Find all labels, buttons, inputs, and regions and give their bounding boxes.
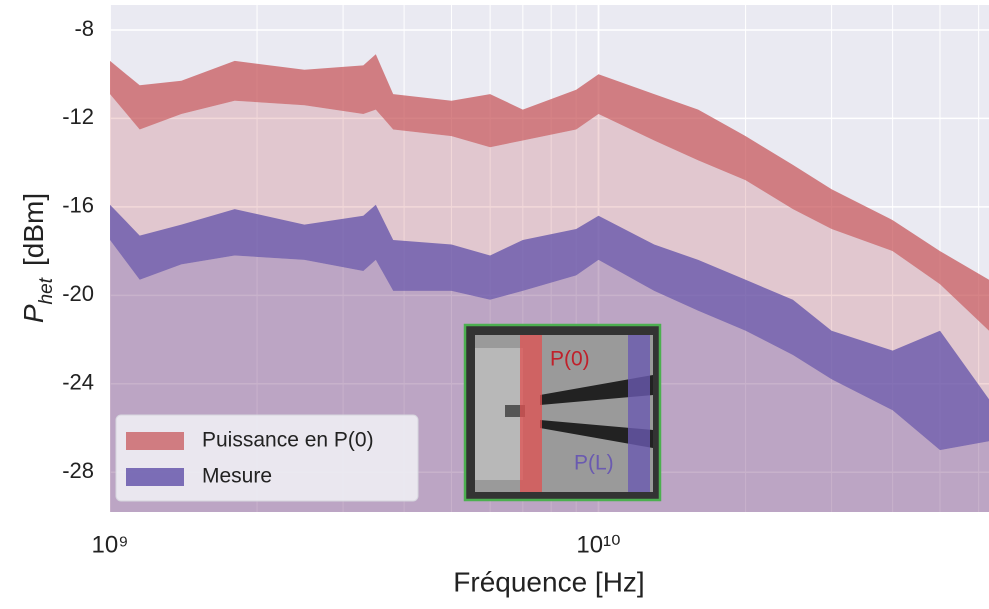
y-tick-label: -24	[62, 370, 94, 395]
y-label-symbol: P	[18, 304, 49, 323]
y-tick-label: -20	[62, 281, 94, 306]
legend-box	[115, 414, 419, 502]
inset-probe-pl	[628, 335, 650, 492]
legend-label: Puissance en P(0)	[202, 429, 374, 452]
legend-swatch	[126, 432, 184, 450]
band	[110, 204, 989, 451]
inset-waveguide	[540, 375, 653, 405]
inset-waveguide	[540, 420, 653, 448]
y-tick-label: -12	[62, 104, 94, 129]
y-label-subscript: het	[36, 277, 57, 304]
inset-probe-p0	[520, 335, 542, 492]
inset-label: P(L)	[574, 452, 614, 475]
legend-label: Mesure	[202, 465, 272, 488]
y-tick-label: -28	[62, 458, 94, 483]
band-shade	[110, 94, 989, 512]
y-axis-label: Phet [dBm]	[18, 193, 56, 323]
legend-swatch	[126, 468, 184, 486]
band	[110, 54, 989, 331]
inset-label: P(0)	[550, 348, 590, 371]
legend: Puissance en P(0) Mesure	[115, 414, 419, 502]
inset-image: P(0) P(L)	[463, 323, 662, 502]
x-tick-label: 10¹⁰	[576, 531, 620, 558]
ticks: -28 -24 -20 -16 -12 -8 10⁹ 10¹⁰	[62, 16, 620, 559]
y-tick-label: -16	[62, 193, 94, 218]
y-label-unit: [dBm]	[18, 193, 49, 266]
y-tick-label: -8	[74, 16, 94, 41]
x-axis-label: Fréquence [Hz]	[453, 566, 644, 597]
x-tick-label: 10⁹	[92, 531, 129, 558]
